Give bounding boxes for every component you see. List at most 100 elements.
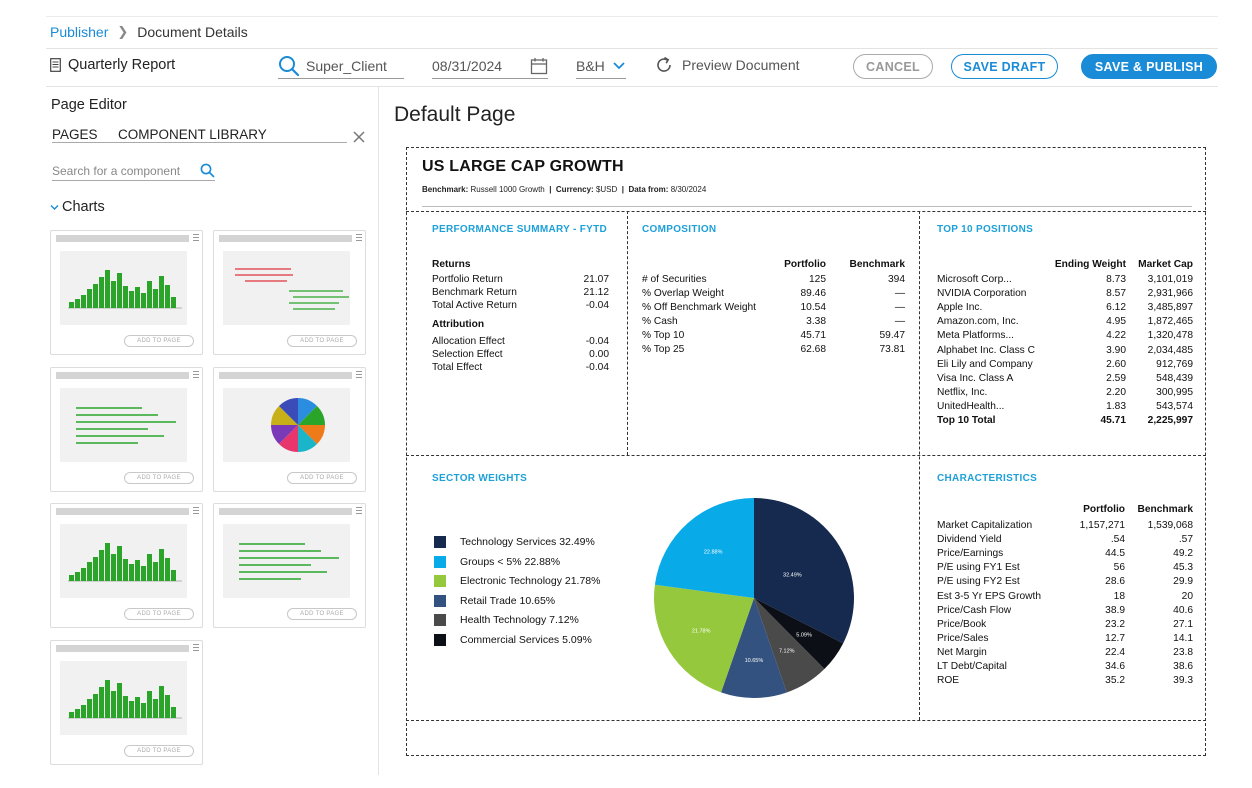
table-cell: —: [894, 288, 905, 299]
chevron-down-icon: [50, 204, 59, 210]
chart-tile[interactable]: ADD TO PAGE: [50, 367, 203, 492]
table-cell: 2,931,966: [1147, 288, 1193, 300]
table-cell: 59.47: [879, 330, 906, 341]
allocation-effect-label: Allocation Effect: [432, 336, 505, 347]
table-cell: 23.8: [1173, 646, 1193, 658]
horizontal-bar-chart-preview: [60, 388, 187, 462]
menu-icon[interactable]: [193, 644, 199, 651]
top10-positions-title[interactable]: TOP 10 POSITIONS: [937, 224, 1034, 235]
table-cell: 8.57: [1106, 288, 1126, 300]
selection-effect-value: 0.00: [589, 349, 609, 360]
benchmark-return-value: 21.12: [583, 287, 610, 298]
chart-tile[interactable]: ADD TO PAGE: [213, 503, 366, 628]
characteristics-title[interactable]: CHARACTERISTICS: [937, 473, 1038, 484]
save-draft-button[interactable]: SAVE DRAFT: [951, 54, 1058, 79]
client-search-field[interactable]: Super_Client: [278, 53, 404, 79]
chart-tile[interactable]: ADD TO PAGE: [213, 367, 366, 492]
tile-title-bar: [56, 645, 189, 652]
add-to-page-button[interactable]: ADD TO PAGE: [287, 335, 357, 347]
charts-section-label: Charts: [62, 199, 105, 215]
composition-portfolio-header: Portfolio: [784, 259, 826, 270]
legend-entry: Health Technology 7.12%: [434, 614, 579, 627]
chart-tile[interactable]: ADD TO PAGE: [50, 640, 203, 765]
menu-icon[interactable]: [356, 234, 362, 241]
add-to-page-button[interactable]: ADD TO PAGE: [124, 745, 194, 757]
pie-slice: [654, 498, 754, 598]
section-divider: [406, 455, 1206, 456]
entity-select[interactable]: B&H: [576, 53, 626, 79]
pie-slice-label: 10.65%: [745, 658, 764, 664]
top10-total-weight: 45.71: [1100, 415, 1127, 426]
table-row-label: Price/Book: [937, 618, 987, 630]
component-search-input[interactable]: Search for a component: [52, 161, 215, 181]
table-cell: 1,539,068: [1147, 520, 1193, 531]
cancel-button[interactable]: CANCEL: [853, 54, 933, 79]
menu-icon[interactable]: [356, 507, 362, 514]
tab-component-library[interactable]: COMPONENT LIBRARY: [118, 127, 267, 142]
table-row-label: Meta Platforms...: [937, 330, 1014, 342]
page-editor-title: Page Editor: [51, 97, 127, 113]
chart-tile[interactable]: ADD TO PAGE: [50, 230, 203, 355]
table-cell: 38.6: [1173, 661, 1193, 672]
add-to-page-button[interactable]: ADD TO PAGE: [124, 335, 194, 347]
page-canvas: [406, 147, 1206, 756]
menu-icon[interactable]: [193, 234, 199, 241]
breadcrumb-publisher-link[interactable]: Publisher: [50, 24, 109, 40]
document-icon: [50, 58, 61, 72]
table-row-label: # of Securities: [642, 274, 707, 285]
table-cell: 73.81: [879, 344, 906, 355]
column-divider: [627, 211, 628, 455]
menu-icon[interactable]: [356, 371, 362, 378]
pie-slice-label: 22.88%: [704, 549, 723, 555]
table-cell: 27.1: [1173, 618, 1193, 630]
table-cell: 23.2: [1105, 618, 1125, 630]
sector-weights-title[interactable]: SECTOR WEIGHTS: [432, 473, 528, 484]
toolbar-divider: [46, 86, 1218, 87]
tab-pages[interactable]: PAGES: [52, 127, 98, 142]
close-icon[interactable]: [352, 130, 366, 144]
table-cell: 4.95: [1106, 316, 1126, 328]
table-row-label: NVIDIA Corporation: [937, 288, 1027, 300]
table-row-label: Market Capitalization: [937, 520, 1033, 531]
pie-slice: [754, 498, 854, 644]
pie-slice: [754, 598, 844, 670]
charts-section-header[interactable]: Charts: [50, 199, 105, 215]
add-to-page-button[interactable]: ADD TO PAGE: [287, 608, 357, 620]
table-cell: 6.12: [1106, 302, 1126, 314]
preview-document-button[interactable]: Preview Document: [654, 55, 800, 75]
total-active-return-label: Total Active Return: [432, 300, 517, 311]
table-row-label: P/E using FY2 Est: [937, 576, 1020, 588]
menu-icon[interactable]: [193, 507, 199, 514]
table-row-label: P/E using FY1 Est: [937, 562, 1020, 574]
tile-title-bar: [219, 235, 352, 242]
chevron-right-icon: ❯: [117, 24, 129, 39]
legend-entry: Electronic Technology 21.78%: [434, 575, 600, 588]
legend-swatch: [434, 634, 446, 646]
chart-tile[interactable]: ADD TO PAGE: [50, 503, 203, 628]
calendar-icon[interactable]: [530, 57, 548, 75]
table-cell: 2.60: [1106, 358, 1126, 370]
legend-swatch: [434, 594, 446, 607]
table-cell: 20: [1181, 590, 1193, 602]
currency-value: $USD: [595, 185, 618, 194]
table-row-label: Alphabet Inc. Class C: [937, 344, 1035, 356]
table-cell: 2,034,485: [1147, 344, 1193, 356]
date-field[interactable]: 08/31/2024: [432, 53, 548, 79]
section-divider: [406, 211, 1206, 212]
add-to-page-button[interactable]: ADD TO PAGE: [124, 472, 194, 484]
composition-benchmark-header: Benchmark: [849, 259, 906, 270]
composition-title[interactable]: COMPOSITION: [642, 224, 717, 235]
tile-title-bar: [219, 372, 352, 379]
save-publish-button[interactable]: SAVE & PUBLISH: [1081, 54, 1217, 79]
add-to-page-button[interactable]: ADD TO PAGE: [124, 608, 194, 620]
add-to-page-button[interactable]: ADD TO PAGE: [287, 472, 357, 484]
legend-label: Commercial Services 5.09%: [460, 634, 592, 646]
date-value: 08/31/2024: [432, 57, 503, 74]
data-from-label: Data from:: [628, 185, 669, 194]
report-title[interactable]: US LARGE CAP GROWTH: [422, 158, 624, 175]
performance-summary-title[interactable]: PERFORMANCE SUMMARY - FYTD: [432, 224, 608, 235]
menu-icon[interactable]: [193, 371, 199, 378]
table-cell: 34.6: [1105, 661, 1125, 672]
chart-tile[interactable]: ADD TO PAGE: [213, 230, 366, 355]
bullet-chart-preview: [223, 251, 350, 325]
